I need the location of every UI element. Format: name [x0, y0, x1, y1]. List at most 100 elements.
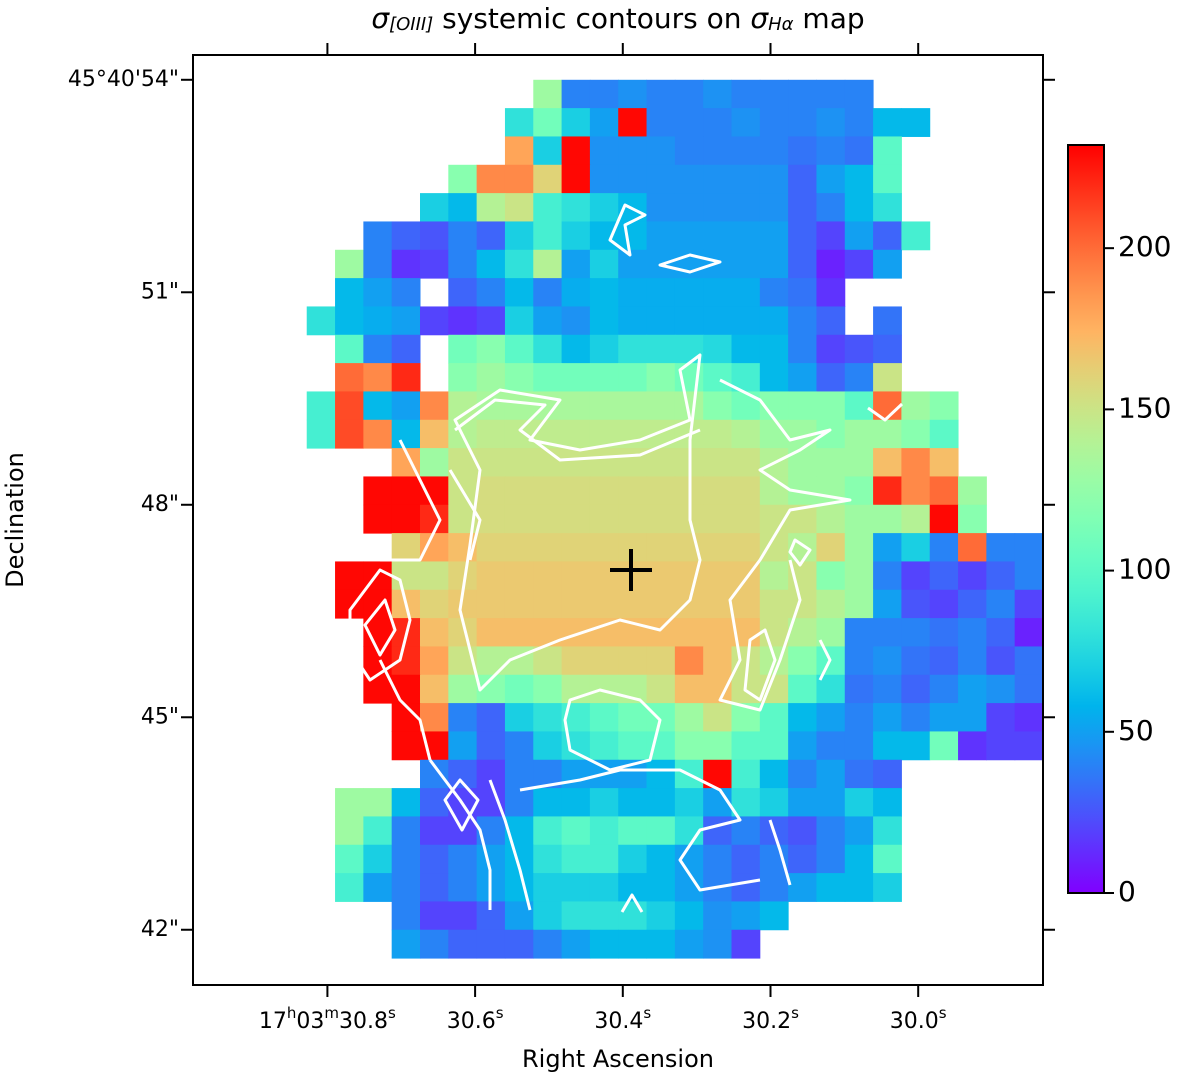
heatmap-cell [504, 788, 534, 817]
heatmap-cell [561, 419, 591, 449]
heatmap-cell [589, 533, 619, 562]
heatmap-cell [618, 589, 648, 619]
heatmap-cell [788, 278, 817, 307]
heatmap-cell [703, 646, 732, 676]
heatmap-cell [646, 108, 676, 137]
heatmap-cell [958, 618, 987, 647]
heatmap-cell [618, 476, 648, 506]
heatmap-cell [646, 193, 676, 222]
heatmap-cell [476, 193, 506, 222]
heatmap-cell [646, 334, 676, 364]
heatmap-cell [533, 306, 563, 336]
heatmap-cell [788, 646, 817, 676]
colorbar-tick-label: 150 [1118, 391, 1171, 424]
heatmap-cell [476, 334, 506, 364]
heatmap-cell [788, 703, 817, 732]
heatmap-cell [703, 164, 732, 194]
heatmap-cell [561, 476, 591, 506]
x-tick-label: 17h03m30.8s [259, 1004, 396, 1035]
heatmap-cell [816, 391, 846, 421]
heatmap-cell [873, 193, 902, 222]
heatmap-cell [363, 844, 393, 874]
heatmap-cell [476, 448, 506, 477]
heatmap-cell [476, 731, 506, 761]
heatmap-cell [674, 589, 704, 619]
heatmap-cell [476, 589, 506, 619]
heatmap-cell [335, 816, 364, 846]
heatmap-cell [759, 873, 789, 902]
heatmap-cell [674, 703, 704, 732]
heatmap-cell [533, 844, 563, 874]
heatmap-cell [759, 136, 789, 166]
colorbar [1067, 144, 1105, 894]
heatmap-cell [533, 901, 563, 931]
heatmap-cell [901, 221, 931, 251]
heatmap-cell [703, 929, 732, 959]
heatmap-cell [391, 249, 421, 279]
heatmap-cell [561, 221, 591, 251]
heatmap-cell [731, 249, 761, 279]
heatmap-cell [419, 249, 449, 279]
heatmap-cell [391, 476, 421, 506]
heatmap-cell [589, 646, 619, 676]
heatmap-cell [589, 278, 619, 307]
heatmap-cell [504, 731, 534, 761]
heatmap-cell [618, 788, 648, 817]
heatmap-cell [873, 504, 902, 534]
heatmap-cell [844, 249, 874, 279]
heatmap-cell [703, 136, 732, 166]
heatmap-cell [391, 674, 421, 704]
heatmap-cell [759, 249, 789, 279]
heatmap-cell [759, 108, 789, 137]
heatmap-cell [504, 561, 534, 591]
heatmap-cell [873, 873, 902, 902]
heatmap-cell [646, 844, 676, 874]
heatmap-cell [844, 788, 874, 817]
heatmap-cell [561, 136, 591, 166]
heatmap-cell [618, 136, 648, 166]
heatmap-cell [533, 476, 563, 506]
heatmap-cell [561, 164, 591, 194]
heatmap-cell [986, 533, 1016, 562]
heatmap-cell [646, 136, 676, 166]
heatmap-cell [646, 674, 676, 704]
heatmap-cell [873, 448, 902, 477]
heatmap-cell [561, 844, 591, 874]
heatmap-cell [476, 561, 506, 591]
heatmap-cell [674, 929, 704, 959]
heatmap-cell [589, 901, 619, 931]
heatmap-cell [448, 901, 478, 931]
heatmap-cell [816, 589, 846, 619]
heatmap-cell [816, 561, 846, 591]
heatmap-cell [929, 391, 959, 421]
heatmap-cell [873, 476, 902, 506]
heatmap-cell [929, 618, 959, 647]
heatmap-cell [873, 561, 902, 591]
heatmap-cell [589, 731, 619, 761]
heatmap-cell [788, 108, 817, 137]
heatmap-cell [731, 731, 761, 761]
heatmap-cell [986, 674, 1016, 704]
heatmap-cell [589, 873, 619, 902]
heatmap-cell [816, 164, 846, 194]
heatmap-cell [618, 334, 648, 364]
heatmap-cell [844, 79, 874, 109]
heatmap-cell [674, 731, 704, 761]
heatmap-cell [986, 618, 1016, 647]
heatmap-cell [646, 759, 676, 789]
heatmap-cell [674, 221, 704, 251]
heatmap-cell [448, 164, 478, 194]
heatmap-cell [533, 561, 563, 591]
heatmap-cell [844, 221, 874, 251]
heatmap-cell [703, 703, 732, 732]
heatmap-cell [533, 533, 563, 562]
heatmap-cell [731, 929, 761, 959]
heatmap-cell [561, 816, 591, 846]
heatmap-cell [958, 561, 987, 591]
heatmap-cell [391, 816, 421, 846]
heatmap-cell [561, 363, 591, 392]
heatmap-cell [958, 504, 987, 534]
heatmap-cell [448, 193, 478, 222]
title-part: [OIII] [389, 14, 433, 35]
heatmap-cell [335, 419, 364, 449]
